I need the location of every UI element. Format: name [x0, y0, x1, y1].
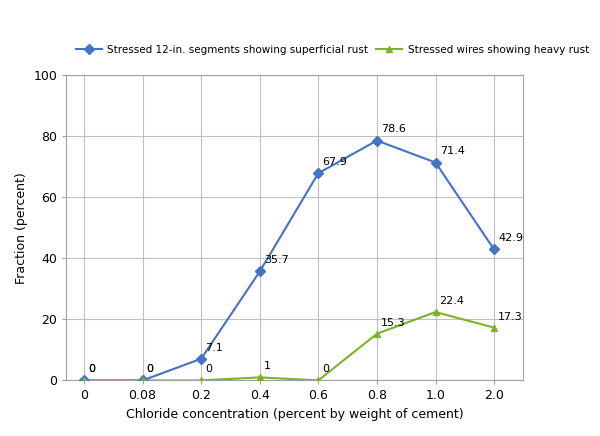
Text: 0: 0 [147, 364, 154, 375]
X-axis label: Chloride concentration (percent by weight of cement): Chloride concentration (percent by weigh… [126, 408, 464, 421]
Text: 1: 1 [264, 361, 271, 371]
Text: 0: 0 [205, 364, 212, 375]
Text: 0: 0 [88, 364, 95, 375]
Stressed 12-in. segments showing superficial rust [373, 138, 380, 143]
Text: 78.6: 78.6 [381, 124, 406, 134]
Text: 67.9: 67.9 [322, 157, 347, 167]
Stressed 12-in. segments showing superficial rust [256, 269, 263, 274]
Text: 15.3: 15.3 [381, 317, 406, 327]
Text: 17.3: 17.3 [498, 311, 523, 321]
Stressed 12-in. segments showing superficial rust [315, 170, 322, 176]
Line: Stressed wires showing heavy rust: Stressed wires showing heavy rust [80, 309, 497, 384]
Text: 0: 0 [147, 364, 154, 375]
Text: 71.4: 71.4 [440, 146, 464, 157]
Stressed 12-in. segments showing superficial rust [197, 356, 205, 361]
Text: 35.7: 35.7 [264, 255, 289, 266]
Stressed wires showing heavy rust [315, 378, 322, 383]
Text: 22.4: 22.4 [440, 296, 464, 306]
Y-axis label: Fraction (percent): Fraction (percent) [15, 172, 28, 284]
Stressed wires showing heavy rust [432, 310, 439, 315]
Line: Stressed 12-in. segments showing superficial rust: Stressed 12-in. segments showing superfi… [80, 137, 497, 384]
Stressed 12-in. segments showing superficial rust [139, 378, 146, 383]
Stressed 12-in. segments showing superficial rust [432, 160, 439, 165]
Text: 0: 0 [322, 364, 329, 375]
Stressed 12-in. segments showing superficial rust [80, 378, 88, 383]
Stressed wires showing heavy rust [490, 325, 497, 330]
Stressed wires showing heavy rust [373, 331, 380, 336]
Stressed wires showing heavy rust [197, 378, 205, 383]
Stressed wires showing heavy rust [139, 378, 146, 383]
Legend: Stressed 12-in. segments showing superficial rust, Stressed wires showing heavy : Stressed 12-in. segments showing superfi… [71, 41, 593, 59]
Text: 42.9: 42.9 [498, 233, 523, 243]
Stressed 12-in. segments showing superficial rust [490, 247, 497, 252]
Text: 0: 0 [88, 364, 95, 375]
Stressed wires showing heavy rust [80, 378, 88, 383]
Text: 7.1: 7.1 [205, 343, 223, 353]
Stressed wires showing heavy rust [256, 375, 263, 380]
